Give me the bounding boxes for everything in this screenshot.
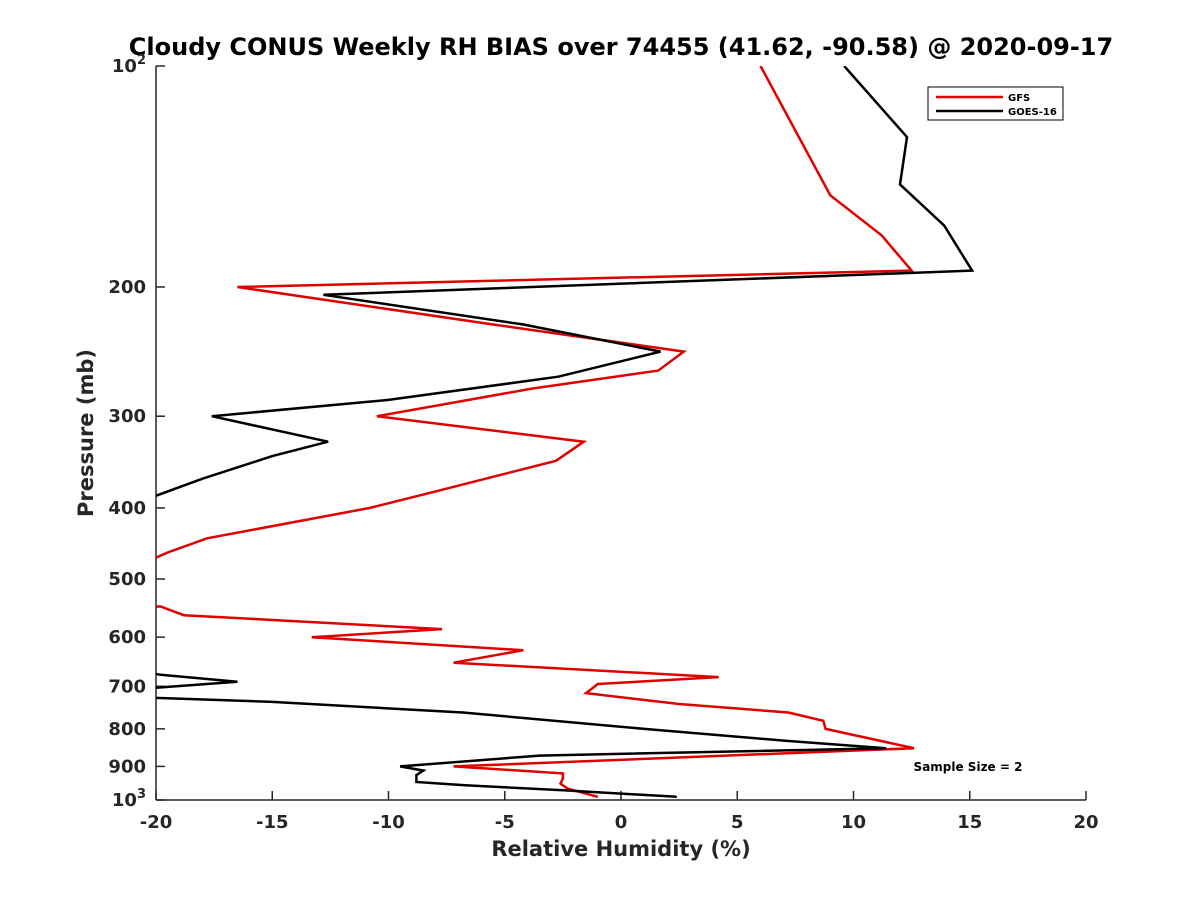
y-tick-label: 600 <box>108 627 146 648</box>
x-tick-label: -5 <box>495 812 515 833</box>
y-axis-label: Pressure (mb) <box>74 349 98 517</box>
series-line-goes-16 <box>156 66 975 799</box>
x-tick-label: -15 <box>256 812 289 833</box>
series-line-gfs <box>156 66 915 799</box>
x-tick-label: 10 <box>841 812 866 833</box>
y-tick-label: 300 <box>108 406 146 427</box>
y-tick-label: 200 <box>108 277 146 298</box>
legend: GFS GOES-16 <box>927 86 1064 121</box>
y-tick-label: 103 <box>112 787 146 811</box>
legend-label: GOES-16 <box>1008 107 1057 118</box>
y-tick-base: 10 <box>112 56 137 77</box>
x-tick-label: 20 <box>1073 812 1098 833</box>
plot-area <box>155 66 1086 801</box>
y-tick-label: 400 <box>108 498 146 519</box>
x-tick-label: -20 <box>140 812 173 833</box>
y-tick-label: 900 <box>108 756 146 777</box>
legend-label: GFS <box>1008 93 1030 104</box>
y-tick-base: 10 <box>112 790 137 811</box>
legend-box <box>927 86 1064 121</box>
y-tick-label: 102 <box>112 53 146 77</box>
y-tick-label: 800 <box>108 719 146 740</box>
x-tick-label: 0 <box>615 812 628 833</box>
x-tick-label: 15 <box>957 812 982 833</box>
y-tick-exponent: 2 <box>137 53 146 68</box>
x-axis-label: Relative Humidity (%) <box>491 837 750 861</box>
sample-size-annotation: Sample Size = 2 <box>914 760 1023 774</box>
y-tick-exponent: 3 <box>137 787 146 802</box>
x-tick-label: 5 <box>731 812 744 833</box>
x-tick-label: -10 <box>372 812 405 833</box>
chart-title: Cloudy CONUS Weekly RH BIAS over 74455 (… <box>129 33 1113 61</box>
x-axis-ticks: -20 -15 -10 -5 0 5 10 15 20 <box>140 791 1099 833</box>
y-tick-label: 700 <box>108 676 146 697</box>
y-tick-label: 500 <box>108 569 146 590</box>
series-layer <box>156 66 975 799</box>
